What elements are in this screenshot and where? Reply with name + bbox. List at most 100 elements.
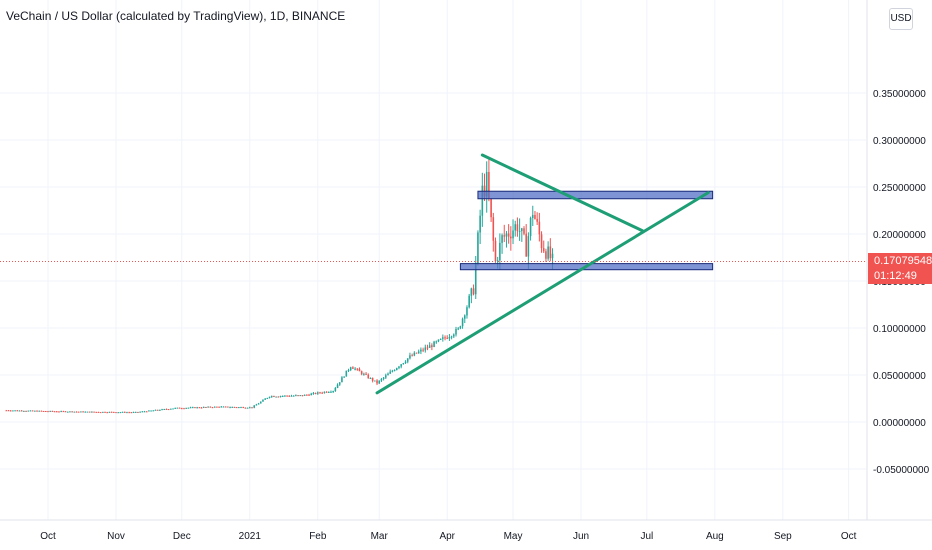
candle-body-184: [409, 355, 411, 359]
candle-body-140: [312, 392, 315, 394]
candle-body-1: [7, 410, 10, 412]
candle-body-149: [332, 390, 334, 392]
candle-body-27: [64, 411, 67, 413]
candle-body-220: [488, 171, 490, 199]
candle-body-122: [273, 396, 275, 398]
candle-body-76: [172, 408, 174, 410]
candle-body-142: [317, 392, 319, 394]
candle-body-82: [185, 407, 187, 409]
candle-body-217: [481, 185, 484, 216]
candle-body-18: [45, 410, 47, 412]
candle-body-78: [176, 407, 179, 409]
candle-body-123: [275, 396, 277, 398]
candle-body-87: [196, 407, 198, 409]
candle-body-103: [231, 406, 234, 408]
candle-body-211: [468, 295, 470, 308]
candle-body-136: [303, 394, 306, 396]
candle-body-108: [242, 407, 245, 409]
candle-body-14: [36, 410, 38, 412]
candle-body-83: [187, 407, 190, 409]
candle-body-177: [393, 370, 396, 372]
candle-body-8: [23, 410, 25, 412]
candle-body-153: [341, 377, 343, 383]
candle-body-195: [433, 341, 435, 347]
currency-button[interactable]: USD: [889, 8, 913, 30]
candle-body-231: [512, 230, 514, 239]
candle-body-158: [352, 367, 354, 369]
candle-body-97: [218, 406, 220, 408]
candle-body-147: [327, 391, 330, 393]
candle-body-210: [466, 307, 468, 316]
candle-body-41: [95, 411, 98, 413]
candle-body-110: [246, 407, 249, 409]
candle-body-88: [198, 407, 201, 409]
candle-body-15: [38, 410, 41, 412]
x-tick-label-9: Jul: [640, 531, 653, 542]
candle-body-104: [233, 406, 236, 408]
y-tick-label-3: 0.20000000: [873, 230, 926, 241]
candle-body-112: [251, 407, 253, 409]
candle-body-193: [428, 345, 431, 348]
candle-body-42: [97, 411, 100, 413]
descending-resistance-trendline[interactable]: [480, 153, 644, 233]
candle-body-25: [60, 411, 62, 413]
x-tick-label-6: Apr: [439, 531, 455, 542]
y-tick-label-7: 0.00000000: [873, 418, 926, 429]
candle-body-247: [547, 246, 549, 259]
candle-body-17: [42, 410, 45, 412]
candle-body-215: [477, 232, 479, 264]
candle-body-109: [244, 407, 247, 409]
candle-body-131: [292, 395, 295, 397]
x-tick-label-3: 2021: [239, 531, 262, 542]
candle-body-0: [5, 410, 8, 412]
candle-body-156: [347, 369, 350, 371]
candle-body-227: [503, 235, 506, 237]
x-tick-label-8: Jun: [573, 531, 589, 542]
candle-body-170: [378, 380, 381, 384]
candle-body-129: [288, 395, 291, 397]
candle-body-216: [479, 215, 481, 233]
candle-body-114: [255, 404, 258, 406]
candle-body-167: [371, 377, 374, 381]
x-tick-label-11: Sep: [774, 531, 792, 542]
candle-body-148: [330, 391, 332, 393]
candle-body-22: [53, 411, 56, 413]
candle-body-21: [51, 410, 54, 412]
chart-grid: [0, 0, 866, 520]
candle-body-224: [496, 260, 499, 262]
time-axis[interactable]: Oct Nov Dec 2021 Feb Mar Apr May Jun Jul Aug Sep Oct: [40, 531, 856, 542]
candle-body-182: [404, 361, 407, 364]
candle-body-89: [200, 407, 203, 409]
candle-body-126: [281, 395, 284, 397]
x-tick-label-12: Oct: [841, 531, 857, 542]
candle-body-101: [227, 406, 229, 408]
candle-body-212: [470, 288, 473, 296]
candle-body-106: [238, 407, 240, 409]
candle-body-249: [551, 253, 554, 259]
candle-body-159: [354, 368, 356, 370]
candle-body-222: [492, 217, 495, 241]
candle-body-32: [75, 411, 78, 413]
ascending-support-trendline[interactable]: [375, 191, 710, 395]
resistance-zone[interactable]: [477, 190, 714, 200]
candle-body-189: [420, 349, 422, 352]
candle-body-205: [455, 328, 457, 335]
candle-body-81: [183, 408, 185, 410]
candle-body-172: [382, 377, 385, 379]
candle-body-206: [457, 328, 459, 330]
candle-body-117: [262, 399, 264, 402]
candle-body-196: [435, 341, 438, 343]
candle-body-34: [80, 411, 82, 413]
candle-body-241: [534, 214, 536, 219]
candle-body-85: [191, 407, 194, 409]
candle-body-96: [216, 406, 218, 408]
candle-body-13: [34, 410, 36, 412]
candle-body-163: [363, 373, 365, 375]
candle-body-33: [77, 411, 80, 413]
candle-body-56: [128, 412, 130, 414]
candle-body-20: [49, 410, 51, 412]
candle-body-198: [439, 338, 442, 340]
candle-body-77: [174, 407, 177, 409]
x-tick-label-5: Mar: [371, 531, 389, 542]
